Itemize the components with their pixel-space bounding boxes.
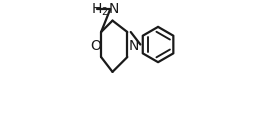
- Text: H$_2$N: H$_2$N: [91, 2, 119, 18]
- Text: N: N: [128, 38, 139, 52]
- Text: O: O: [90, 38, 101, 52]
